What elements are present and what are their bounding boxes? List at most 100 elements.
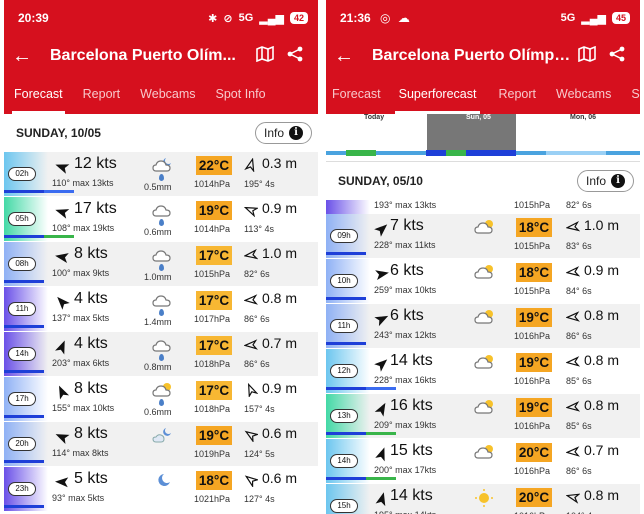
map-icon[interactable] — [572, 45, 602, 67]
wave-height: 0.9 m — [262, 200, 298, 216]
wave-direction-icon — [244, 157, 258, 173]
wave-direction-icon — [244, 428, 260, 444]
day-label: SUNDAY, 10/05 — [16, 126, 101, 140]
wind-direction-text: 193° max 13kts — [374, 200, 437, 210]
pressure-text: 1016hPa — [514, 331, 551, 341]
wind-bar — [4, 460, 44, 463]
wave-height: 0.9 m — [584, 262, 620, 278]
forecast-row[interactable]: 14h 15 kts 200° max 17kts 20°C 1016hPa 0.7 m 8… — [326, 439, 640, 484]
back-arrow-icon[interactable]: ← — [334, 45, 354, 67]
partial-row: 193° max 13kts 1015hPa 82° 6s — [326, 200, 640, 214]
forecast-row[interactable]: 13h 16 kts 209° max 19kts 19°C 1016hPa 0.8 m 8… — [326, 394, 640, 439]
rain-amount: 1.4mm — [144, 317, 172, 327]
info-button[interactable]: Info i — [254, 122, 312, 144]
forecast-row[interactable]: 11h 4 kts 137° max 5kts 1.4mm 17°C 1017hPa 0.8… — [4, 287, 318, 332]
wind-bar — [4, 280, 44, 283]
wind-direction-text: 93° max 5kts — [52, 493, 105, 503]
forecast-row[interactable]: 02h 12 kts 110° max 13kts 0.5mm 22°C 1014hPa 0… — [4, 152, 318, 197]
rain-amount: 0.6mm — [144, 407, 172, 417]
raindrop-icon — [159, 309, 164, 316]
tab-webcams[interactable]: Webcams — [556, 87, 612, 101]
wave-height: 0.7 m — [584, 442, 620, 458]
temperature-badge: 18°C — [516, 218, 552, 237]
wave-detail-text: 86° 6s — [566, 466, 592, 476]
tab-webcams[interactable]: Webcams — [140, 87, 196, 101]
wind-bar-segment — [326, 297, 366, 300]
forecast-row[interactable]: 08h 8 kts 100° max 9kts 1.0mm 17°C 1015hPa 1.0… — [4, 242, 318, 287]
rain-amount: 1.0mm — [144, 272, 172, 282]
moon-cloud-icon — [150, 426, 174, 446]
wind-direction-icon — [374, 266, 390, 282]
info-icon: i — [611, 174, 625, 188]
pressure-text: 1015hPa — [514, 241, 551, 251]
wind-direction-text: 209° max 19kts — [374, 420, 437, 430]
wind-direction-icon — [374, 401, 390, 417]
wind-direction-icon — [54, 429, 70, 445]
wind-direction-icon — [374, 446, 390, 462]
tab-spot-info[interactable]: Spot Info — [215, 87, 266, 101]
forecast-row[interactable]: 10h 6 kts 259° max 10kts 18°C 1015hPa 0.9 m 84… — [326, 259, 640, 304]
tab-report[interactable]: Report — [498, 87, 536, 101]
forecast-list: 09h 7 kts 228° max 11kts 18°C 1015hPa 1.0 m 83… — [326, 214, 640, 514]
wind-speed: 15 kts — [390, 442, 433, 459]
pressure-text: 1021hPa — [194, 494, 231, 504]
temperature-badge: 20°C — [516, 488, 552, 507]
wind-bar — [4, 190, 74, 193]
wave-detail-text: 83° 6s — [566, 241, 592, 251]
forecast-row[interactable]: 05h 17 kts 108° max 19kts 0.6mm 19°C 1014hPa 0… — [4, 197, 318, 242]
forecast-row[interactable]: 11h 6 kts 243° max 12kts 19°C 1016hPa 0.8 m 86… — [326, 304, 640, 349]
forecast-row[interactable]: 09h 7 kts 228° max 11kts 18°C 1015hPa 1.0 m 83… — [326, 214, 640, 259]
battery-icon: 42 — [289, 12, 308, 24]
info-button[interactable]: Info i — [576, 170, 634, 192]
wave-height: 0.8 m — [584, 352, 620, 368]
share-icon[interactable] — [602, 46, 632, 67]
page-title: Barcelona Puerto Olím... — [50, 47, 236, 64]
sun-cloud-icon — [472, 443, 496, 463]
pressure-text: 1015hPa — [194, 269, 231, 279]
wind-bar-segment — [366, 477, 396, 480]
tab-spot-info[interactable]: Spot I — [631, 87, 640, 101]
sun-cloud-icon — [472, 218, 496, 238]
wind-direction-text: 108° max 19kts — [52, 223, 115, 233]
forecast-row[interactable]: 23h 5 kts 93° max 5kts 18°C 1021hPa 0.6 m 127°… — [4, 467, 318, 512]
tab-forecast[interactable]: Forecast — [332, 87, 381, 101]
back-arrow-icon[interactable]: ← — [12, 45, 32, 67]
hour-badge: 09h — [330, 229, 358, 243]
wind-bar-segment — [4, 505, 44, 508]
share-icon[interactable] — [280, 46, 310, 67]
wind-direction-text: 243° max 12kts — [374, 330, 437, 340]
map-icon[interactable] — [250, 45, 280, 67]
timeline-selection[interactable] — [427, 114, 516, 156]
hour-badge: 23h — [8, 482, 36, 496]
forecast-row[interactable]: 17h 8 kts 155° max 10kts 0.6mm 17°C 1018hPa 0.… — [4, 377, 318, 422]
timeline-bars — [326, 150, 640, 156]
hour-badge: 15h — [330, 499, 358, 513]
wind-bar-segment — [326, 387, 366, 390]
forecast-row[interactable]: 14h 4 kts 203° max 6kts 0.8mm 17°C 1018hPa 0.7… — [4, 332, 318, 377]
status-icons: 5G ▂▄▆ 45 — [561, 12, 630, 25]
temperature-badge: 17°C — [196, 336, 232, 355]
wave-detail-text: 85° 6s — [566, 421, 592, 431]
raindrop-icon — [159, 399, 164, 406]
pressure-text: 1014hPa — [194, 224, 231, 234]
timeline-sun: Sun, 05 — [466, 114, 491, 121]
wave-height: 0.7 m — [262, 335, 298, 351]
forecast-row[interactable]: 12h 14 kts 228° max 16kts 19°C 1016hPa 0.8 m 8… — [326, 349, 640, 394]
wave-direction-icon — [565, 310, 581, 324]
tab-forecast[interactable]: Forecast — [4, 76, 73, 114]
wave-detail-text: 86° 6s — [244, 314, 270, 324]
forecast-row[interactable]: 20h 8 kts 114° max 8kts 19°C 1019hPa 0.6 m 124… — [4, 422, 318, 467]
timeline-strip[interactable]: Today Sun, 05 Mon, 06 — [326, 114, 640, 162]
wind-direction-text: 200° max 17kts — [374, 465, 437, 475]
tab-superforecast[interactable]: Superforecast — [387, 76, 489, 114]
wind-speed: 14 kts — [390, 487, 433, 504]
right-screen: 21:36 ◎ ☁ 5G ▂▄▆ 45 ← Barcelona Puerto O… — [326, 0, 640, 514]
sun-icon — [472, 488, 496, 508]
wind-direction-text: 228° max 11kts — [374, 240, 436, 250]
network-label: 5G — [238, 12, 254, 24]
wind-bar — [4, 505, 44, 508]
tab-report[interactable]: Report — [82, 87, 121, 101]
wind-gradient — [326, 200, 370, 214]
wave-detail-text: 86° 6s — [566, 331, 592, 341]
